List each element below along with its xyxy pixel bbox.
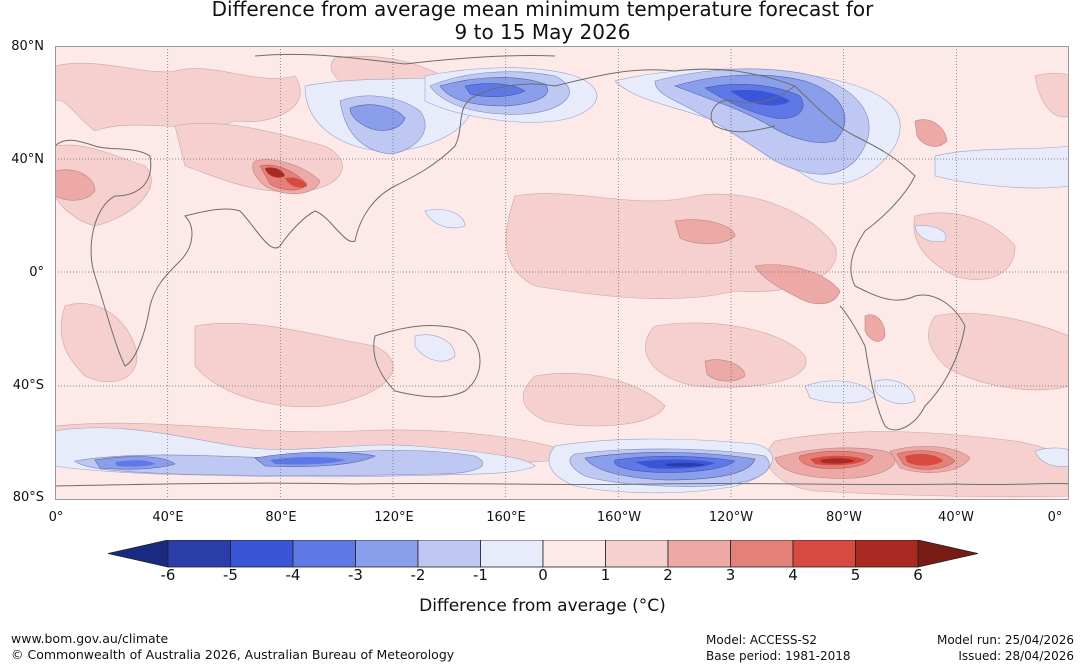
website-link[interactable]: www.bom.gov.au/climate	[11, 631, 169, 646]
lon-label-0-right: 0°	[1047, 510, 1063, 525]
colorbar-svg	[107, 539, 979, 568]
footer-left: www.bom.gov.au/climate © Commonwealth of…	[11, 631, 454, 663]
colorbar-tick-label: 4	[788, 566, 798, 584]
issued-date: Issued: 28/04/2026	[958, 649, 1074, 663]
colorbar-cell	[292, 539, 356, 568]
gridlines	[55, 46, 1069, 500]
model-name: Model: ACCESS-S2	[706, 633, 818, 647]
base-period: Base period: 1981-2018	[706, 649, 851, 663]
colorbar-cell	[730, 539, 794, 568]
lon-label-40e: 40°E	[152, 510, 184, 525]
colorbar-cell	[167, 539, 231, 568]
colorbar-cell	[417, 539, 481, 568]
colorbar-tick-label: -6	[160, 566, 176, 584]
colorbar-tick-label: 1	[600, 566, 611, 584]
colorbar-cell	[230, 539, 294, 568]
colorbar-tick-label: 0	[538, 566, 548, 584]
colorbar-ticks: -6 -5 -4 -3 -2 -1 0 1 2 3 4 5 6	[0, 566, 1085, 584]
colorbar-tick-label: -4	[285, 566, 301, 584]
footer-run: Model run: 25/04/2026 Issued: 28/04/2026	[937, 632, 1074, 664]
title-line-1: Difference from average mean minimum tem…	[211, 0, 874, 21]
colorbar-cell	[542, 539, 606, 568]
chart-title: Difference from average mean minimum tem…	[0, 0, 1085, 44]
lon-label-0-left: 0°	[48, 510, 64, 525]
colorbar-cell	[480, 539, 544, 568]
colorbar-tick-label: -2	[410, 566, 426, 584]
anomaly-3-5-regions	[259, 164, 956, 470]
colorbar-label: Difference from average (°C)	[419, 596, 666, 616]
lon-label-120w: 120°W	[708, 510, 754, 525]
colorbar-cell	[605, 539, 669, 568]
lon-label-160w: 160°W	[596, 510, 642, 525]
colorbar-tick-label: 3	[725, 566, 736, 584]
lon-label-80w: 80°W	[826, 510, 862, 525]
lat-label-80s: 80°S	[12, 490, 44, 505]
colorbar-high-extend	[917, 539, 979, 568]
colorbar-cells	[167, 539, 919, 568]
lon-label-40w: 40°W	[938, 510, 974, 525]
map-svg	[55, 46, 1069, 500]
map-frame	[55, 46, 1069, 500]
colorbar-tick-label: -1	[473, 566, 488, 584]
lat-label-80n: 80°N	[11, 39, 44, 54]
colorbar-tick-label: -5	[223, 566, 238, 584]
colorbar-tick-label: 6	[913, 566, 923, 584]
colorbar-cell	[792, 539, 856, 568]
colorbar-cell	[355, 539, 419, 568]
colorbar-tick-label: -3	[348, 566, 363, 584]
colorbar-cell	[667, 539, 731, 568]
anomaly-neg5-neg3-regions	[115, 83, 804, 473]
lat-label-0: 0°	[29, 265, 44, 280]
lon-label-80e: 80°E	[265, 510, 297, 525]
coastlines	[55, 53, 1069, 487]
lat-label-40s: 40°S	[12, 378, 44, 393]
colorbar	[107, 539, 979, 580]
colorbar-tick-label: 5	[850, 566, 861, 584]
title-line-2: 9 to 15 May 2026	[454, 20, 631, 44]
model-run: Model run: 25/04/2026	[936, 633, 1074, 647]
colorbar-tick-label: 2	[663, 566, 673, 584]
copyright-text: © Commonwealth of Australia 2026, Austra…	[11, 647, 455, 662]
footer-model: Model: ACCESS-S2 Base period: 1981-2018	[706, 632, 851, 664]
colorbar-low-extend	[107, 539, 169, 568]
lon-label-120e: 120°E	[374, 510, 414, 525]
lat-label-40n: 40°N	[11, 152, 44, 167]
forecast-map	[55, 46, 1069, 500]
lon-label-160e: 160°E	[486, 510, 526, 525]
colorbar-cell	[855, 539, 919, 568]
